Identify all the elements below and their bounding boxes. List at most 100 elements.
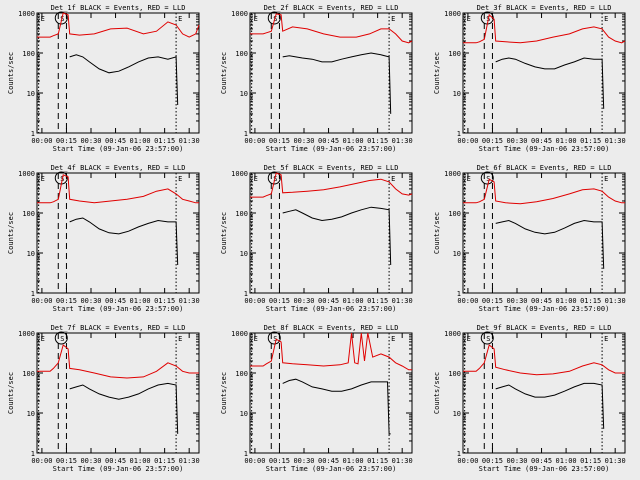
lld-series-line	[37, 344, 199, 379]
y-tick-label: 1000	[231, 330, 248, 338]
y-tick-label: 1000	[231, 170, 248, 178]
x-tick-label: 01:15	[154, 137, 175, 145]
chart-title: Det_5f BLACK = Events, RED = LLD	[264, 164, 399, 172]
event-marker-label: E	[254, 335, 258, 343]
x-tick-label: 01:00	[343, 137, 364, 145]
y-tick-label: 1000	[444, 330, 461, 338]
y-axis-label: Counts/sec	[433, 52, 441, 94]
chart-panel-3: Det_3f BLACK = Events, RED = LLD 1 10 100 10…	[433, 4, 626, 153]
y-tick-label: 100	[235, 210, 248, 218]
x-tick-label: 01:00	[130, 457, 151, 465]
marker-circle	[480, 331, 494, 345]
chart-panel-8: Det_8f BLACK = Events, RED = LLD 1 10 100 10…	[220, 324, 413, 473]
x-tick-label: 00:30	[80, 457, 101, 465]
x-tick-label: 00:30	[293, 137, 314, 145]
event-marker-label: S	[273, 15, 277, 23]
events-series-line	[69, 382, 179, 434]
y-tick-label: 100	[235, 50, 248, 58]
x-tick-label: 00:45	[318, 457, 339, 465]
chart-panel-6: Det_6f BLACK = Events, RED = LLD 1 10 100 10…	[433, 164, 626, 313]
y-axis-label: Counts/sec	[433, 372, 441, 414]
y-tick-label: 1	[31, 290, 35, 298]
x-tick-label: 01:00	[556, 457, 577, 465]
events-series-line	[282, 52, 392, 114]
y-tick-label: 1	[457, 130, 461, 138]
plot-frame	[36, 12, 200, 134]
event-marker-label: E	[41, 15, 45, 23]
x-axis-label: Start Time (09-Jan-06 23:57:00)	[266, 305, 397, 313]
x-tick-label: 01:00	[343, 457, 364, 465]
x-tick-label: 01:30	[392, 137, 413, 145]
x-axis-label: Start Time (09-Jan-06 23:57:00)	[479, 305, 610, 313]
plot-frame	[249, 12, 413, 134]
plot-frame	[249, 332, 413, 454]
x-tick-label: 00:45	[105, 137, 126, 145]
x-tick-label: 00:00	[244, 137, 265, 145]
y-tick-label: 1000	[18, 10, 35, 18]
chart-panel-7: Det_7f BLACK = Events, RED = LLD 1 10 100 10…	[7, 324, 200, 473]
chart-panel-4: Det_4f BLACK = Events, RED = LLD 1 10 100 10…	[7, 164, 200, 313]
x-tick-label: 01:00	[556, 137, 577, 145]
x-tick-label: 00:15	[482, 457, 503, 465]
x-tick-label: 01:00	[556, 297, 577, 305]
y-tick-label: 1	[457, 290, 461, 298]
y-tick-label: 10	[27, 90, 35, 98]
event-marker-label: S	[486, 335, 490, 343]
x-tick-label: 01:30	[179, 137, 200, 145]
chart-title: Det_4f BLACK = Events, RED = LLD	[51, 164, 186, 172]
x-tick-label: 00:30	[293, 297, 314, 305]
x-axis-label: Start Time (09-Jan-06 23:57:00)	[53, 145, 184, 153]
x-tick-label: 00:15	[269, 137, 290, 145]
x-tick-label: 01:15	[367, 457, 388, 465]
y-tick-label: 100	[22, 50, 35, 58]
x-tick-label: 00:30	[80, 297, 101, 305]
events-series-line	[69, 54, 179, 106]
chart-panel-9: Det_9f BLACK = Events, RED = LLD 1 10 100 10…	[433, 324, 626, 473]
y-tick-label: 10	[240, 250, 248, 258]
x-tick-label: 00:15	[56, 297, 77, 305]
x-axis-label: Start Time (09-Jan-06 23:57:00)	[53, 305, 184, 313]
chart-panel-5: Det_5f BLACK = Events, RED = LLD 1 10 100 10…	[220, 164, 413, 313]
x-tick-label: 01:00	[343, 297, 364, 305]
x-axis-label: Start Time (09-Jan-06 23:57:00)	[479, 465, 610, 473]
x-tick-label: 00:45	[531, 297, 552, 305]
x-tick-label: 01:15	[154, 297, 175, 305]
y-tick-label: 10	[27, 250, 35, 258]
x-tick-label: 00:30	[80, 137, 101, 145]
x-tick-label: 00:00	[457, 137, 478, 145]
y-tick-label: 10	[240, 410, 248, 418]
lld-series-line	[37, 12, 200, 38]
y-tick-label: 1	[244, 290, 248, 298]
y-tick-label: 1000	[444, 170, 461, 178]
y-tick-label: 10	[240, 90, 248, 98]
plot-frame	[249, 172, 413, 294]
x-tick-label: 01:30	[179, 457, 200, 465]
event-marker-label: E	[178, 175, 182, 183]
x-tick-label: 01:30	[605, 137, 626, 145]
y-tick-label: 1000	[18, 330, 35, 338]
x-tick-label: 01:15	[580, 457, 601, 465]
chart-title: Det_7f BLACK = Events, RED = LLD	[51, 324, 186, 332]
events-series-line	[282, 378, 391, 435]
x-tick-label: 01:15	[154, 457, 175, 465]
x-axis-label: Start Time (09-Jan-06 23:57:00)	[53, 465, 184, 473]
x-axis-label: Start Time (09-Jan-06 23:57:00)	[479, 145, 610, 153]
x-tick-label: 00:00	[457, 297, 478, 305]
y-axis-label: Counts/sec	[220, 52, 228, 94]
x-tick-label: 00:00	[31, 137, 52, 145]
event-marker-label: S	[60, 335, 64, 343]
x-axis-label: Start Time (09-Jan-06 23:57:00)	[266, 145, 397, 153]
events-series-line	[495, 382, 605, 429]
x-tick-label: 01:30	[179, 297, 200, 305]
chart-panel-2: Det_2f BLACK = Events, RED = LLD 1 10 100 10…	[220, 4, 413, 153]
y-tick-label: 1	[31, 450, 35, 458]
x-tick-label: 00:00	[31, 297, 52, 305]
y-tick-label: 10	[453, 250, 461, 258]
event-marker-label: E	[41, 335, 45, 343]
events-series-line	[282, 206, 392, 266]
marker-circle	[267, 171, 281, 185]
event-marker-label: S	[273, 175, 277, 183]
y-axis-label: Counts/sec	[220, 372, 228, 414]
x-tick-label: 00:30	[506, 297, 527, 305]
y-tick-label: 100	[22, 370, 35, 378]
